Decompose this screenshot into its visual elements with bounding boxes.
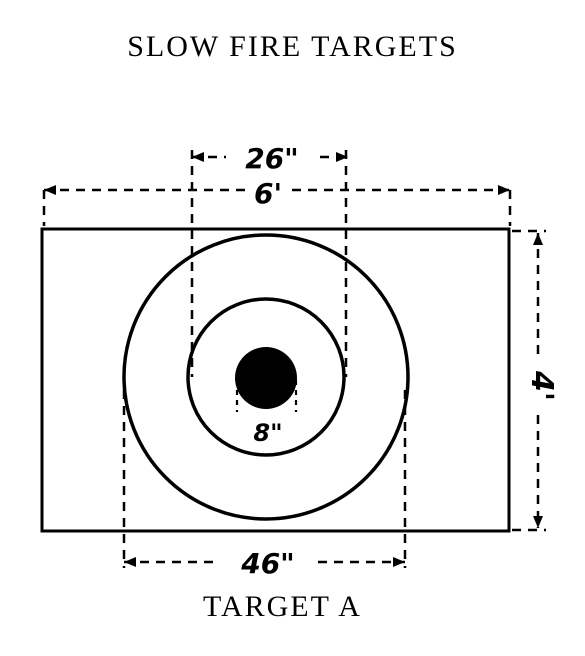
inner-ring-dimension-label: 26" — [245, 142, 299, 175]
target-height-dimension — [512, 229, 546, 532]
inner-ring — [186, 297, 346, 457]
bull-dimension-label: 8" — [253, 419, 282, 447]
arrow-left-icon — [44, 185, 56, 195]
arrow-right-icon — [393, 557, 405, 567]
arrow-up-icon — [533, 233, 543, 245]
target-width-dimension-label: 6' — [254, 177, 282, 210]
outer-ring-dimension — [122, 390, 407, 568]
target-width-dimension — [42, 188, 512, 226]
target-board — [40, 227, 511, 533]
arrow-right-icon — [336, 152, 348, 162]
target-caption: TARGET A — [203, 590, 362, 623]
arrow-down-icon — [533, 516, 543, 528]
arrow-left-icon — [192, 152, 204, 162]
arrow-right-icon — [498, 185, 510, 195]
target-height-dimension-label: 4' — [524, 370, 559, 401]
bullseye — [235, 347, 297, 409]
outer-ring-dimension-label: 46" — [240, 547, 295, 580]
outer-ring — [122, 233, 410, 521]
page-title: SLOW FIRE TARGETS — [127, 30, 458, 63]
arrow-left-icon — [124, 557, 136, 567]
